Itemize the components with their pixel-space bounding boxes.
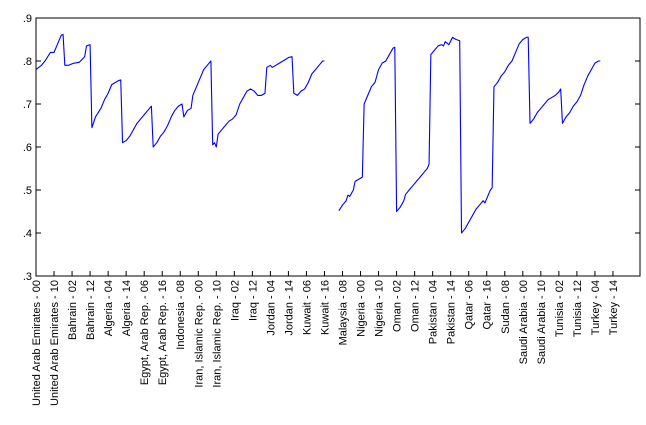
y-tick-label: .8 [23,56,32,68]
x-tick-label: Indonesia - 08 [175,280,187,350]
series-lines [35,33,601,234]
x-tick-label: Iran, Islamic Rep. - 10 [211,280,223,388]
x-tick-label: Nigeria - 00 [356,280,368,337]
x-tick-label: United Arab Emirates - 00 [31,280,43,406]
plot-frame [35,17,641,277]
series-line-segment [338,36,601,234]
x-tick-label: Oman - 12 [410,280,422,332]
x-tick-label: Turkey - 14 [608,280,620,335]
x-tick-label: Oman - 02 [392,280,404,332]
x-tick-label: Algeria - 04 [103,280,115,336]
x-tick-label: Iraq - 02 [229,280,241,321]
x-tick-label: Pakistan - 14 [446,280,458,344]
x-tick-label: Iran, Islamic Rep. - 00 [193,280,205,388]
x-tick-label: Qatar - 16 [482,280,494,330]
y-tick-label: .3 [23,271,32,283]
x-tick-label: Bahrain - 02 [67,280,79,340]
y-tick-label: .5 [23,185,32,197]
x-tick-label: Egypt, Arab Rep. - 16 [157,280,169,385]
y-tick-label: .6 [23,142,32,154]
y-tick-label: .4 [23,228,32,240]
x-tick-label: Kuwait - 16 [319,280,331,335]
x-tick-label: Egypt, Arab Rep. - 06 [139,280,151,385]
y-axis-ticks: .3 .4 .5 .6 .7 .8 .9 [23,13,640,283]
x-tick-label: Jordan - 04 [265,280,277,336]
x-tick-label: Saudi Arabia - 10 [536,280,548,364]
x-tick-label: United Arab Emirates - 10 [49,280,61,406]
x-tick-label: Qatar - 06 [464,280,476,330]
x-tick-label: Tunisia - 12 [572,280,584,337]
x-tick-label: Bahrain - 12 [85,280,97,340]
x-tick-label: Jordan - 14 [283,280,295,336]
x-tick-label: Malaysia - 08 [338,280,350,345]
x-tick-label: Sudan - 08 [500,280,512,334]
x-tick-label: Turkey - 04 [590,280,602,335]
x-axis-ticks: United Arab Emirates - 00 United Arab Emi… [31,271,620,406]
chart-axes [35,17,641,277]
x-tick-label: Algeria - 14 [121,280,133,336]
series-line-segment [35,33,325,148]
y-tick-label: .7 [23,99,32,111]
x-tick-label: Pakistan - 04 [428,280,440,344]
x-tick-label: Tunisia - 02 [554,280,566,337]
x-tick-label: Nigeria - 10 [374,280,386,337]
x-tick-label: Kuwait - 06 [301,280,313,335]
x-tick-label: Iraq - 12 [247,280,259,321]
y-tick-label: .9 [23,13,32,25]
x-tick-label: Saudi Arabia - 00 [518,280,530,364]
